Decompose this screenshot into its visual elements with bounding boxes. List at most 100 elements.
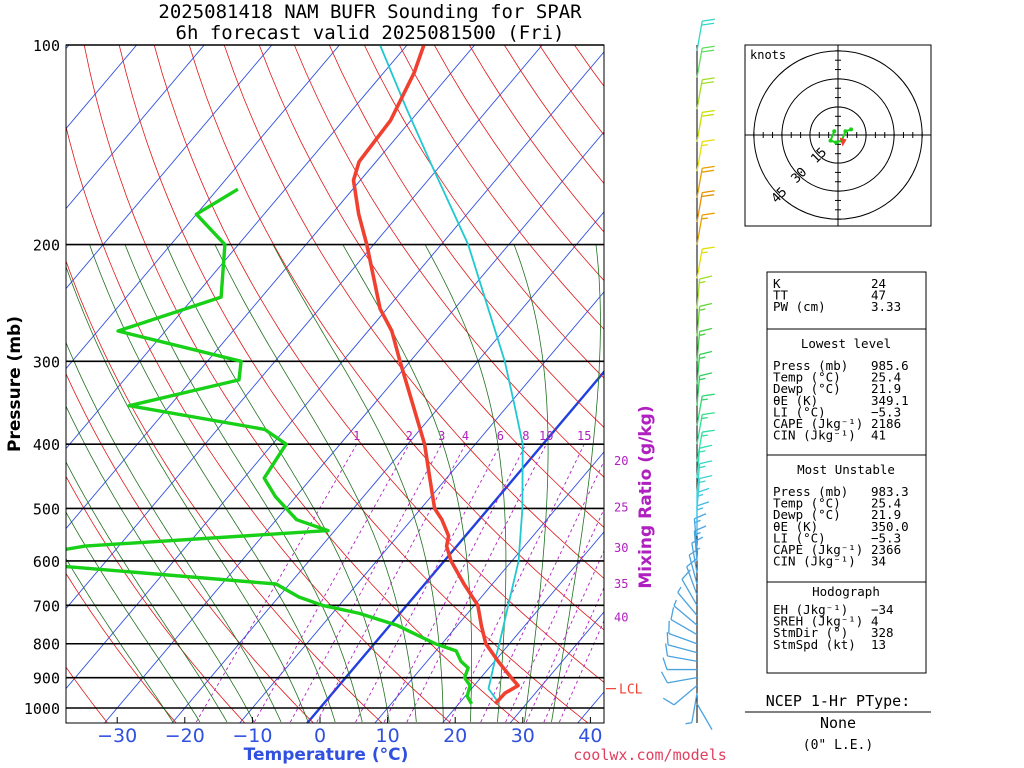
wind-barb xyxy=(660,671,698,684)
mixing-ratio-axis-label: Mixing Ratio (g/kg) xyxy=(636,405,656,588)
index-label: PW (cm) xyxy=(773,299,826,314)
wind-barb xyxy=(696,139,715,172)
wind-barb xyxy=(696,212,715,245)
hodograph-point xyxy=(828,138,833,143)
wind-barb xyxy=(696,190,715,223)
wind-barb xyxy=(696,246,715,279)
mixing-ratio-labels: 1 2 3 4 6 8 10 15 20 25 30 35 40 xyxy=(353,429,628,624)
pressure-tick-label: 600 xyxy=(33,553,60,571)
y-axis-label: Pressure (mb) xyxy=(5,316,25,452)
x-axis-label: Temperature (°C) xyxy=(244,745,409,765)
index-label: Dewp (°C) xyxy=(773,507,841,522)
index-value: 349.1 xyxy=(871,393,909,408)
wind-barb xyxy=(673,599,698,626)
index-value: 350.0 xyxy=(871,519,909,534)
ptype-value: None xyxy=(820,714,856,732)
wind-barb xyxy=(696,474,713,509)
mixing-ratio-label: 30 xyxy=(614,541,628,555)
index-label: EH (Jkg⁻¹) xyxy=(773,602,848,617)
lcl-label: LCL xyxy=(619,683,643,698)
index-value: 328 xyxy=(871,625,894,640)
wind-barb-column xyxy=(660,18,715,730)
index-value: 24 xyxy=(871,276,886,291)
pressure-tick-label: 700 xyxy=(33,597,60,615)
pressure-tick-label: 900 xyxy=(33,670,60,688)
index-value: 41 xyxy=(871,428,886,443)
site-credit: coolwx.com/models xyxy=(573,746,727,764)
index-value: −34 xyxy=(871,602,894,617)
index-value: 2366 xyxy=(871,542,901,557)
index-section-title: Lowest level xyxy=(801,336,891,351)
index-value: 25.4 xyxy=(871,496,901,511)
index-value: 2186 xyxy=(871,416,901,431)
index-value: 13 xyxy=(871,637,886,652)
wind-barb xyxy=(670,607,698,636)
mixing-ratio-label: 6 xyxy=(497,429,504,443)
storm-motion-marker xyxy=(839,137,847,147)
ptype-panel: NCEP 1-Hr PType: None (0" L.E.) xyxy=(745,692,931,753)
mixing-ratio-label: 2 xyxy=(406,429,413,443)
wind-barb xyxy=(696,350,713,385)
index-label: LI (°C) xyxy=(773,404,826,419)
index-value: 3.33 xyxy=(871,299,901,314)
wind-barb xyxy=(696,302,713,337)
index-value: −5.3 xyxy=(871,404,901,419)
index-label: CIN (Jkg⁻¹) xyxy=(773,554,856,569)
wind-barb xyxy=(668,620,698,645)
index-value: 4 xyxy=(871,614,879,629)
temperature-tick-label: 10 xyxy=(376,725,400,747)
hodograph-point xyxy=(832,129,837,134)
wind-barb xyxy=(691,536,704,573)
index-label: Temp (°C) xyxy=(773,370,841,385)
dewpoint-trace xyxy=(66,187,474,705)
pressure-tick-labels: 100 200 300 400 500 600 700 800 900 1000 xyxy=(24,37,60,718)
pressure-tick-label: 800 xyxy=(33,636,60,654)
pressure-tick-label: 100 xyxy=(33,37,60,55)
index-label: θE (K) xyxy=(773,393,818,408)
temperature-tick-labels: −30 −20 −10 0 10 20 30 40 xyxy=(97,717,602,747)
index-value: 47 xyxy=(871,288,886,303)
wind-barb xyxy=(696,45,715,78)
mixing-ratio-label: 25 xyxy=(614,500,628,514)
index-label: TT xyxy=(773,288,789,303)
wind-barb xyxy=(696,77,715,110)
parcel-trace xyxy=(379,45,524,705)
temperature-tick-label: −30 xyxy=(97,725,137,747)
index-section-title: Most Unstable xyxy=(797,462,895,477)
hodograph-units-label: knots xyxy=(750,48,786,62)
mixing-ratio-label: 15 xyxy=(577,429,591,443)
index-label: LI (°C) xyxy=(773,530,826,545)
index-value: 985.6 xyxy=(871,358,909,373)
index-value: −5.3 xyxy=(871,530,901,545)
index-label: SREH (Jkg⁻¹) xyxy=(773,614,863,629)
index-value: 983.3 xyxy=(871,484,909,499)
ptype-title: NCEP 1-Hr PType: xyxy=(766,692,911,710)
title-line-1: 2025081418 NAM BUFR Sounding for SPAR xyxy=(158,1,582,23)
hodograph-point xyxy=(843,129,848,134)
wind-barb xyxy=(696,460,713,494)
index-label: K xyxy=(773,276,781,291)
mixing-ratio-label: 4 xyxy=(462,429,469,443)
mixing-ratio-label: 20 xyxy=(614,454,628,468)
pressure-tick-label: 300 xyxy=(33,353,60,371)
index-label: Temp (°C) xyxy=(773,496,841,511)
pressure-tick-label: 1000 xyxy=(24,700,60,718)
wind-barb xyxy=(696,165,715,198)
wind-barb xyxy=(696,275,713,309)
index-label: CAPE (Jkg⁻¹) xyxy=(773,542,863,557)
wind-barb xyxy=(696,393,715,426)
wind-barb xyxy=(693,513,707,549)
wind-barb xyxy=(664,643,698,662)
index-value: 25.4 xyxy=(871,370,901,385)
wind-barb xyxy=(666,632,698,654)
temperature-trace xyxy=(351,45,520,706)
hodograph-point xyxy=(849,127,854,132)
index-label: StmDir (°) xyxy=(773,625,848,640)
wind-barb xyxy=(696,444,713,479)
wind-barb xyxy=(696,412,715,445)
temperature-tick-label: −10 xyxy=(232,725,272,747)
wind-barb xyxy=(662,657,697,671)
index-label: Press (mb) xyxy=(773,484,848,499)
pressure-tick-label: 400 xyxy=(33,436,60,454)
